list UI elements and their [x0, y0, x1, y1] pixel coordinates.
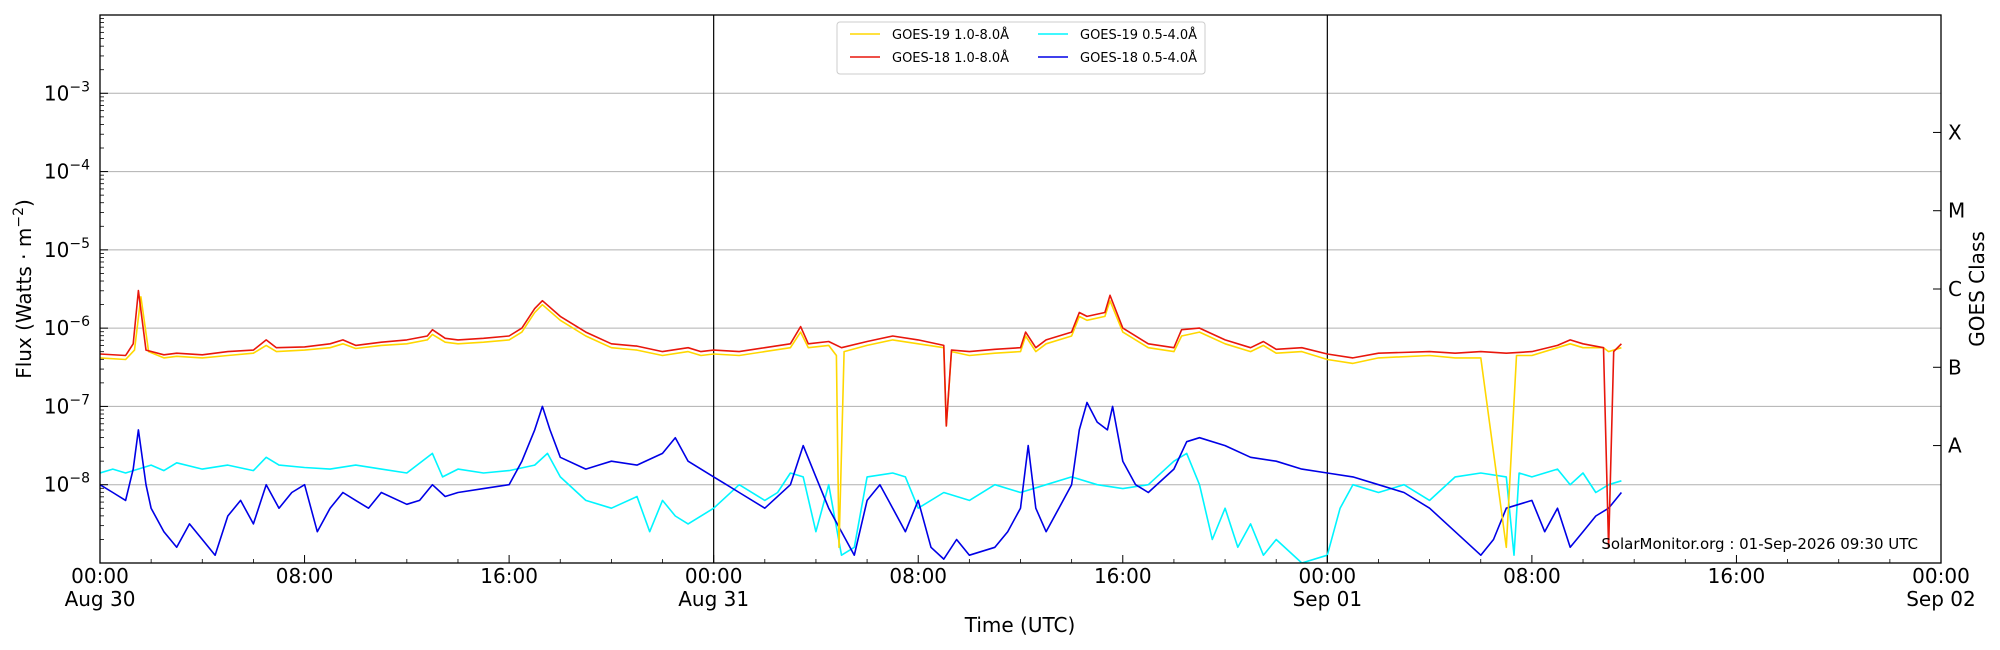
- series-line: [100, 296, 1622, 549]
- x-tick-date-label: Aug 30: [65, 587, 136, 611]
- x-tick-time-label: 08:00: [889, 564, 947, 588]
- goes-class-label: B: [1948, 355, 1962, 379]
- goes-class-labels: A B C M X: [1948, 120, 1965, 457]
- x-tick-time-label: 08:00: [276, 564, 334, 588]
- flux-series: [100, 289, 1623, 563]
- series-line: [100, 401, 1623, 560]
- x-tick-date-label: Sep 01: [1293, 587, 1363, 611]
- y-tick-labels: 10−8 10−7 10−6 10−5 10−4 10−3: [44, 79, 90, 496]
- credit-text: SolarMonitor.org : 01-Sep-2026 09:30 UTC: [1601, 535, 1918, 553]
- x-tick-time-label: 00:00: [685, 564, 743, 588]
- plot-background: [100, 15, 1941, 563]
- day-separators: [713, 15, 1328, 563]
- goes-class-label: M: [1948, 199, 1965, 223]
- legend-entry: GOES-19 0.5-4.0Å: [1080, 27, 1197, 43]
- x-tick-time-label: 00:00: [71, 564, 129, 588]
- y-tick-label: 10−7: [44, 392, 90, 418]
- legend-box: [836, 21, 1206, 75]
- axis-ticks: [99, 18, 1942, 563]
- x-tick-date-label: Sep 02: [1906, 587, 1976, 611]
- horizontal-grid: [100, 92, 1941, 486]
- x-axis-title: Time (UTC): [964, 613, 1076, 637]
- x-tick-time-label: 16:00: [480, 564, 538, 588]
- y-tick-label: 10−5: [44, 236, 90, 262]
- y-tick-label: 10−6: [44, 314, 90, 340]
- y-tick-label: 10−8: [44, 471, 90, 497]
- x-tick-time-label: 00:00: [1299, 564, 1357, 588]
- x-tick-time-label: 08:00: [1503, 564, 1561, 588]
- legend-entry: GOES-19 1.0-8.0Å: [892, 27, 1009, 43]
- y-tick-label: 10−4: [44, 158, 90, 184]
- y-axis-title: Flux (Watts · m−2): [11, 199, 36, 379]
- legend-entry: GOES-18 0.5-4.0Å: [1080, 50, 1197, 66]
- y-axis-right-title: GOES Class: [1965, 231, 1989, 347]
- legend-entry: GOES-18 1.0-8.0Å: [892, 50, 1009, 66]
- x-tick-time-label: 16:00: [1708, 564, 1766, 588]
- x-tick-time-label: 16:00: [1094, 564, 1152, 588]
- goes-class-label: C: [1948, 277, 1962, 301]
- series-line: [100, 289, 1622, 549]
- y-tick-label: 10−3: [44, 79, 90, 105]
- x-tick-date-label: Aug 31: [678, 587, 749, 611]
- goes-class-label: X: [1948, 120, 1962, 144]
- legend: GOES-19 1.0-8.0Å GOES-18 1.0-8.0Å GOES-19 …: [836, 21, 1206, 75]
- goes-class-label: A: [1948, 434, 1962, 458]
- x-tick-time-label: 00:00: [1912, 564, 1970, 588]
